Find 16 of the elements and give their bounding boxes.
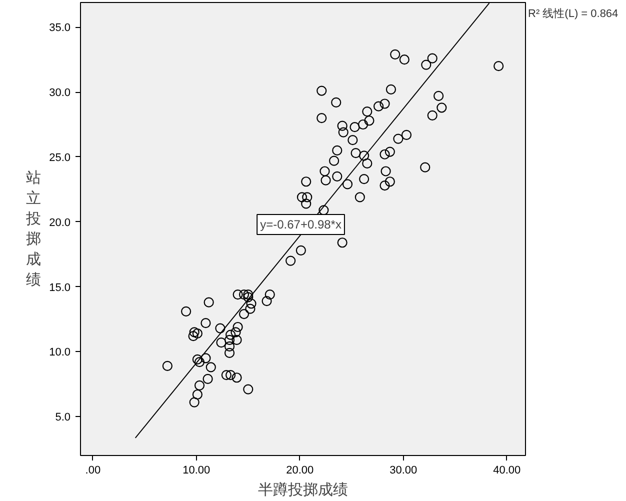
x-tick-label: 40.00 — [493, 464, 521, 476]
y-tick-label: 30.0 — [49, 87, 71, 100]
y-axis-title: 站立投掷成绩 — [25, 170, 42, 288]
y-tick-label: 5.0 — [55, 412, 71, 424]
y-tick-label: 10.0 — [49, 346, 71, 359]
x-tick-label: 20.00 — [286, 464, 314, 476]
y-tick-label: 15.0 — [49, 282, 71, 294]
y-tick-label: 20.0 — [49, 216, 71, 229]
y-tick-label: 25.0 — [49, 152, 71, 164]
y-tick-label: 35.0 — [49, 22, 71, 34]
x-tick-label: .00 — [85, 464, 101, 476]
text: R² 线性(L) = 0.864 — [528, 7, 618, 22]
annotation: y=-0.67+0.98*x — [260, 217, 342, 232]
x-tick-label: 10.00 — [182, 464, 210, 476]
x-tick-label: 30.00 — [390, 464, 418, 476]
x-axis-title: 半蹲投掷成绩 — [258, 482, 348, 498]
